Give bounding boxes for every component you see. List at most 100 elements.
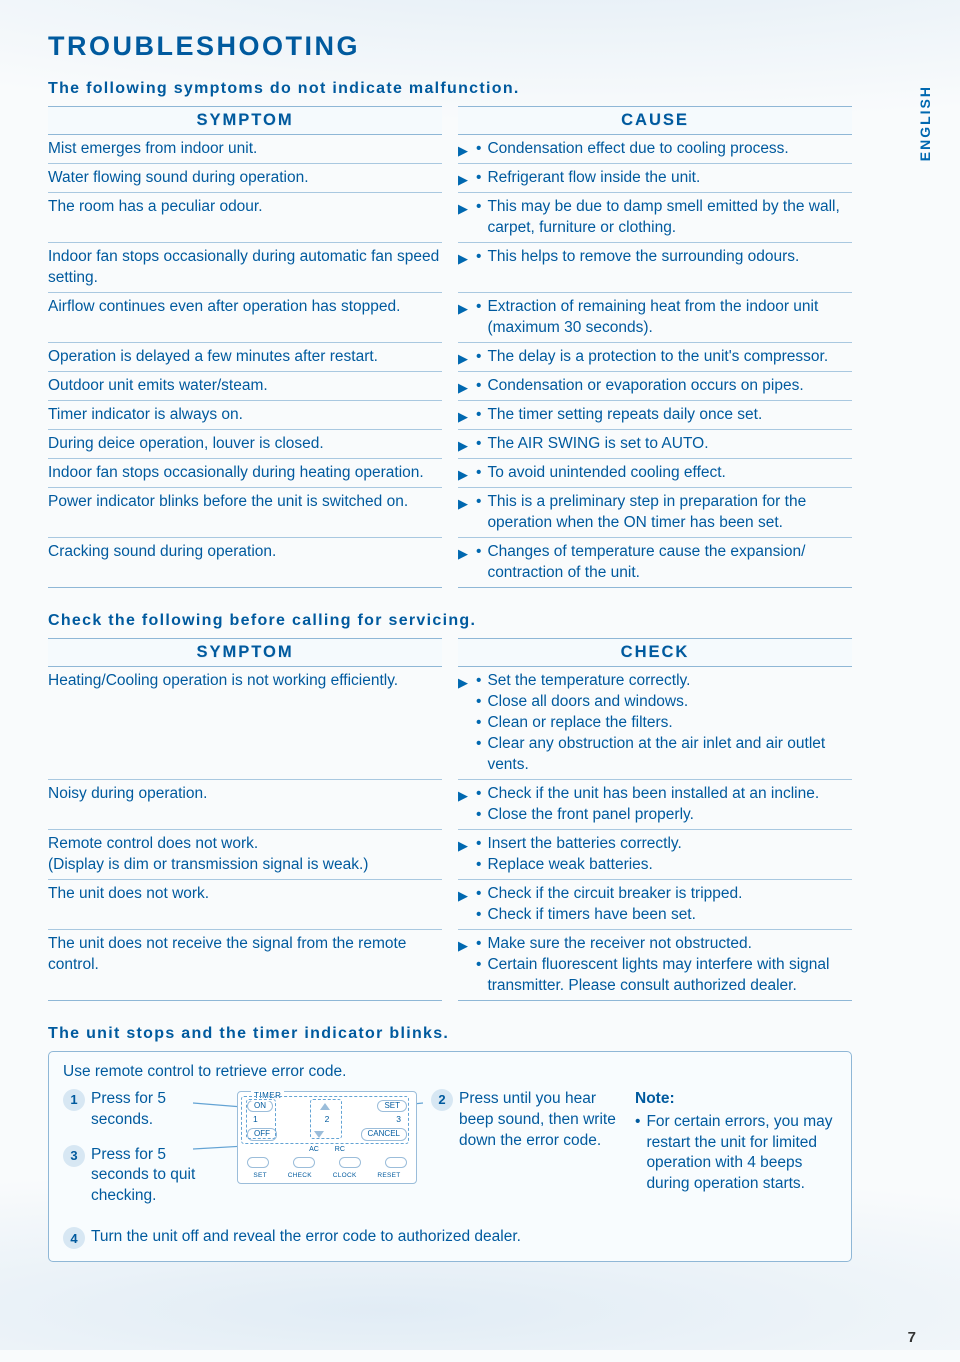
remote-blank-3 [339, 1157, 361, 1168]
note-title: Note: [635, 1089, 837, 1110]
bullet-icon: • [476, 884, 481, 905]
check-item: • Insert the batteries correctly. [476, 834, 852, 855]
check-item: • Check if the circuit breaker is tripped… [476, 884, 852, 905]
bullet-icon: • [476, 434, 481, 455]
cause-item: •The AIR SWING is set to AUTO. [476, 434, 852, 455]
check-item: • Check if the unit has been installed at… [476, 784, 852, 805]
remote-blank-2 [293, 1157, 315, 1168]
cause-item: •This is a preliminary step in preparati… [476, 492, 852, 534]
step-4-number: 4 [63, 1227, 85, 1249]
step-2-number: 2 [431, 1089, 453, 1111]
section1-symptom-col: SYMPTOM Mist emerges from indoor unit.Wa… [48, 106, 442, 588]
arrow-icon: ▶ [458, 887, 468, 905]
section2-subhead: Check the following before calling for s… [48, 610, 912, 632]
note-text: For certain errors, you may restart the … [646, 1112, 837, 1196]
arrow-icon: ▶ [458, 495, 468, 513]
section2-symptom-col: SYMPTOM Heating/Cooling operation is not… [48, 638, 442, 1001]
bullet-icon: • [476, 905, 481, 926]
remote-set-label: SET [253, 1172, 267, 1181]
symptom-text: Heating/Cooling operation is not working… [48, 671, 442, 692]
cause-item: • This may be due to damp smell emitted b… [476, 197, 852, 239]
remote-reset-label: RESET [377, 1172, 400, 1181]
cause-row: ▶•Condensation or evaporation occurs on … [458, 372, 852, 401]
check-text: Clear any obstruction at the air inlet a… [487, 734, 852, 776]
check-item: •Set the temperature correctly. [476, 671, 852, 692]
symptom-row: Cracking sound during operation. [48, 538, 442, 588]
section2-symptom-header: SYMPTOM [48, 638, 442, 667]
bullet-icon: • [476, 784, 481, 805]
section1-symptom-header: SYMPTOM [48, 106, 442, 135]
remote-ac-label: AC [309, 1145, 319, 1154]
symptom-row: The unit does not receive the signal fro… [48, 930, 442, 1001]
check-text: Close all doors and windows. [487, 692, 688, 713]
check-text: Replace weak batteries. [487, 855, 652, 876]
symptom-text: The room has a peculiar odour. [48, 197, 442, 218]
arrow-icon: ▶ [458, 937, 468, 955]
check-text: Check if the circuit breaker is tripped. [487, 884, 742, 905]
cause-text: The delay is a protection to the unit's … [487, 347, 828, 368]
cause-row: ▶•The AIR SWING is set to AUTO. [458, 430, 852, 459]
symptom-row: Indoor fan stops occasionally during aut… [48, 243, 442, 293]
bullet-icon: • [476, 297, 481, 318]
section3-subhead: The unit stops and the timer indicator b… [48, 1023, 912, 1045]
check-text: Insert the batteries correctly. [487, 834, 681, 855]
symptom-text: The unit does not receive the signal fro… [48, 934, 442, 976]
check-item: •Clean or replace the filters. [476, 713, 852, 734]
check-item: •Check if timers have been set. [476, 905, 852, 926]
bullet-icon: • [476, 713, 481, 734]
symptom-row: Airflow continues even after operation h… [48, 293, 442, 343]
symptom-row: Operation is delayed a few minutes after… [48, 343, 442, 372]
cause-text: This may be due to damp smell emitted by… [487, 197, 852, 239]
symptom-row: Mist emerges from indoor unit. [48, 135, 442, 164]
bullet-icon: • [476, 197, 481, 218]
bullet-icon: • [476, 405, 481, 426]
step-3-number: 3 [63, 1145, 85, 1167]
remote-blank-1 [247, 1157, 269, 1168]
symptom-row: During deice operation, louver is closed… [48, 430, 442, 459]
check-item: •Close all doors and windows. [476, 692, 852, 713]
check-text: Check if the unit has been installed at … [487, 784, 819, 805]
section1-table: SYMPTOM Mist emerges from indoor unit.Wa… [48, 106, 852, 588]
bullet-icon: • [476, 168, 481, 189]
arrow-icon: ▶ [458, 350, 468, 368]
steps-left-group: 1 Press for 5 seconds. 3 Press for 5 sec… [63, 1089, 223, 1222]
page-number: 7 [908, 1328, 916, 1348]
section1-subhead: The following symptoms do not indicate m… [48, 78, 912, 100]
symptom-row: Timer indicator is always on. [48, 401, 442, 430]
cause-text: This helps to remove the surrounding odo… [487, 247, 799, 268]
section2-check-col: CHECK ▶•Set the temperature correctly.•C… [458, 638, 852, 1001]
step-2-text: Press until you hear beep sound, then wr… [459, 1089, 621, 1152]
bullet-icon: • [476, 734, 481, 755]
symptom-row: Power indicator blinks before the unit i… [48, 488, 442, 538]
cause-row: ▶•The delay is a protection to the unit'… [458, 343, 852, 372]
symptom-text: Operation is delayed a few minutes after… [48, 347, 442, 368]
symptom-text: Mist emerges from indoor unit. [48, 139, 442, 160]
symptom-row: Remote control does not work. (Display i… [48, 830, 442, 880]
check-row: ▶•Set the temperature correctly.•Close a… [458, 667, 852, 780]
cause-item: •Condensation effect due to cooling proc… [476, 139, 852, 160]
page-content: TROUBLESHOOTING The following symptoms d… [0, 0, 960, 1262]
bullet-icon: • [476, 463, 481, 484]
symptom-text: Power indicator blinks before the unit i… [48, 492, 442, 513]
symptom-row: Indoor fan stops occasionally during hea… [48, 459, 442, 488]
symptom-row: Noisy during operation. [48, 780, 442, 830]
bullet-icon: • [476, 855, 481, 876]
bullet-icon: • [476, 671, 481, 692]
arrow-icon: ▶ [458, 837, 468, 855]
check-text: Make sure the receiver not obstructed. [487, 934, 752, 955]
bullet-icon: • [476, 834, 481, 855]
note-block: Note: • For certain errors, you may rest… [635, 1089, 837, 1196]
arrow-icon: ▶ [458, 466, 468, 484]
section2-table: SYMPTOM Heating/Cooling operation is not… [48, 638, 852, 1001]
arrow-icon: ▶ [458, 142, 468, 160]
arrow-icon: ▶ [458, 408, 468, 426]
check-item: • Replace weak batteries. [476, 855, 852, 876]
symptom-text: Airflow continues even after operation h… [48, 297, 442, 318]
arrow-icon: ▶ [458, 300, 468, 318]
remote-rc-label: RC [335, 1145, 345, 1154]
symptom-text: Remote control does not work. (Display i… [48, 834, 442, 876]
cause-item: •Extraction of remaining heat from the i… [476, 297, 852, 339]
cause-item: •The timer setting repeats daily once se… [476, 405, 852, 426]
remote-diagram: TIMER ON SET 1 2 3 OFF [237, 1091, 417, 1184]
arrow-icon: ▶ [458, 379, 468, 397]
